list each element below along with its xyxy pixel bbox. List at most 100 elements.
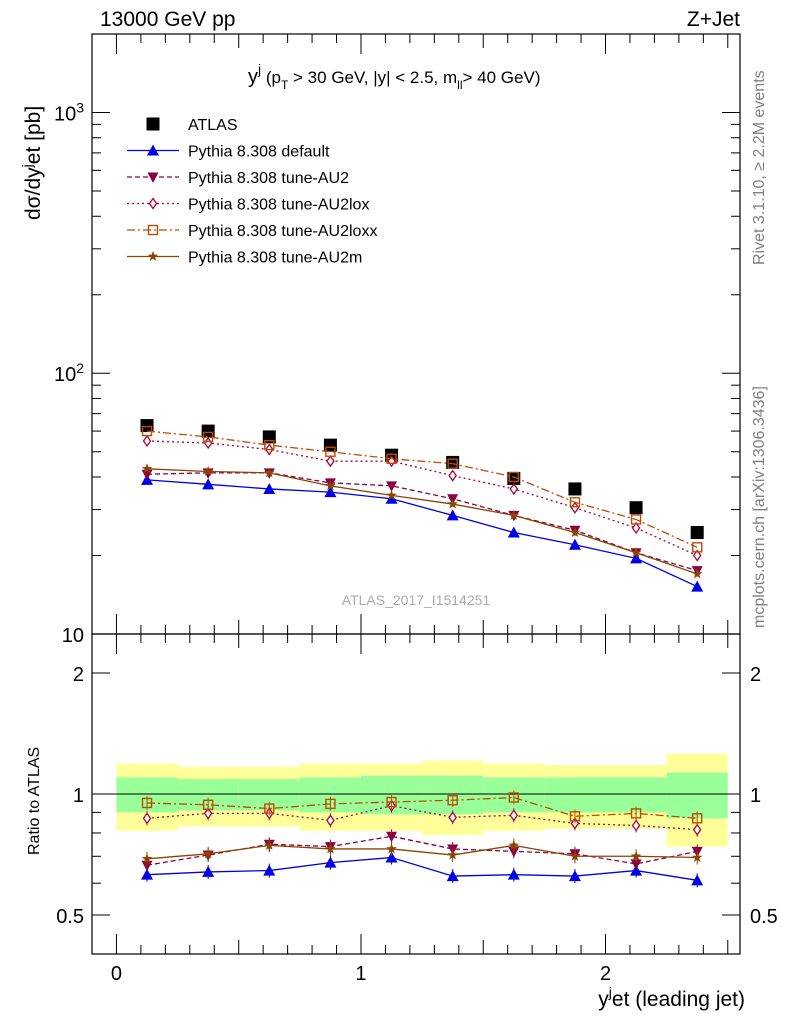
default-point xyxy=(324,486,337,498)
au2lox-legend-marker xyxy=(148,197,158,210)
ratio-y-tick-label-right: 1 xyxy=(750,785,761,807)
au2lox-point xyxy=(631,521,641,535)
au2loxx-point xyxy=(630,514,642,525)
au2lox-ratio-point xyxy=(448,811,457,824)
legend-label: Pythia 8.308 tune-AU2loxx xyxy=(188,223,377,240)
au2m-legend-marker xyxy=(147,251,159,261)
au2m-ratio-point xyxy=(508,839,519,850)
au2-legend-marker xyxy=(147,172,159,183)
au2loxx-point xyxy=(264,439,275,451)
au2loxx-ratio-line xyxy=(146,796,698,819)
band-inner-bin xyxy=(666,772,728,819)
au2lox-ratio-point xyxy=(142,812,152,825)
default-ratio-line xyxy=(146,856,698,881)
default-ratio-point xyxy=(263,864,276,876)
au2m-line xyxy=(146,468,698,575)
au2loxx-ratio-point xyxy=(447,795,458,806)
au2lox-ratio-point xyxy=(326,814,335,827)
au2m-ratio-point xyxy=(569,850,581,861)
default-point xyxy=(446,509,459,521)
default-ratio-point xyxy=(141,868,154,880)
default-ratio-point xyxy=(324,856,337,868)
legend-label: Pythia 8.308 default xyxy=(188,144,330,161)
au2lox-point xyxy=(509,482,519,496)
main-axis-ticks: 10 102 103 xyxy=(54,33,740,647)
default-point xyxy=(568,538,581,550)
au2m-ratio-point xyxy=(692,852,703,862)
default-ratio-point xyxy=(507,868,520,880)
au2m-point xyxy=(386,489,397,500)
main-series-group xyxy=(140,419,704,592)
ratio-axis-ticks: 0.5 0.5 1 1 2 2 xyxy=(56,664,778,955)
au2-point xyxy=(386,481,398,492)
au2lox-point xyxy=(570,501,580,514)
au2m-point xyxy=(508,509,519,520)
au2loxx-ratio-point xyxy=(630,808,642,819)
au2m-point xyxy=(447,498,458,509)
au2m-ratio-point xyxy=(447,849,458,860)
au2lox-point xyxy=(326,455,335,468)
au2loxx-ratio-point xyxy=(141,797,153,809)
au2-ratio-point xyxy=(141,860,153,872)
au2-ratio-point xyxy=(630,859,642,870)
analysis-label: ATLAS_2017_I1514251 xyxy=(342,592,491,608)
data-point xyxy=(140,419,154,433)
mcplots-label: mcplots.cern.ch [arXiv:1306.3436] xyxy=(751,386,768,628)
au2lox-point xyxy=(203,436,213,450)
au2loxx-ratio-point xyxy=(569,811,581,822)
au2lox-point xyxy=(448,469,457,482)
au2loxx-ratio-point xyxy=(508,792,520,803)
default-line xyxy=(146,479,698,588)
au2m-point xyxy=(630,547,642,558)
au2loxx-point xyxy=(692,542,703,553)
au2m-point xyxy=(569,527,581,537)
ratio-y-tick-label: 2 xyxy=(73,664,84,686)
x-tick-label: 2 xyxy=(600,963,611,985)
default-point xyxy=(385,492,398,504)
legend-label: Pythia 8.308 tune-AU2 xyxy=(188,170,349,187)
au2lox-ratio-point xyxy=(203,807,213,820)
data-point xyxy=(568,482,582,496)
au2m-ratio-line xyxy=(146,844,698,860)
au2lox-ratio-point xyxy=(631,819,641,832)
legend-label: Pythia 8.308 tune-AU2lox xyxy=(188,197,369,214)
legend-label: ATLAS xyxy=(188,117,238,134)
energy-label: 13000 GeV pp xyxy=(100,8,235,31)
au2lox-point xyxy=(692,549,702,562)
default-legend-marker xyxy=(147,144,159,156)
au2m-ratio-point xyxy=(202,848,214,859)
au2-line xyxy=(147,472,698,572)
x-axis-ticks: 0 1 2 xyxy=(111,34,729,985)
au2loxx-point xyxy=(386,453,397,464)
au2m-point xyxy=(141,463,153,474)
au2lox-point xyxy=(142,434,152,448)
process-label: Z+Jet xyxy=(687,8,740,31)
band-inner-bin xyxy=(544,777,606,813)
au2loxx-legend-marker xyxy=(147,224,159,236)
au2loxx-ratio-point xyxy=(692,813,703,824)
rivet-label: Rivet 3.1.10, ≥ 2.2M events xyxy=(751,70,768,265)
default-ratio-point xyxy=(691,874,704,886)
au2m-ratio-point xyxy=(325,843,336,854)
au2loxx-point xyxy=(508,471,520,483)
au2loxx-line xyxy=(146,430,698,548)
ratio-y-tick-label: 1 xyxy=(73,785,84,807)
au2loxx-point xyxy=(569,497,581,508)
data-point xyxy=(323,438,337,452)
default-ratio-point xyxy=(568,870,581,882)
data-point xyxy=(690,526,704,540)
default-point xyxy=(263,482,276,494)
au2loxx-ratio-point xyxy=(264,803,275,814)
au2m-ratio-point xyxy=(630,850,642,861)
x-tick-label: 0 xyxy=(111,963,122,985)
au2lox-line xyxy=(146,440,698,557)
au2loxx-ratio-point xyxy=(386,796,397,808)
au2m-point xyxy=(325,480,336,491)
au2lox-ratio-line xyxy=(146,805,698,831)
x-tick-label: 1 xyxy=(355,963,366,985)
au2m-point xyxy=(692,568,703,579)
au2loxx-point xyxy=(325,446,336,457)
au2m-ratio-point xyxy=(141,853,153,864)
ratio-y-axis-label: Ratio to ATLAS xyxy=(26,747,43,855)
